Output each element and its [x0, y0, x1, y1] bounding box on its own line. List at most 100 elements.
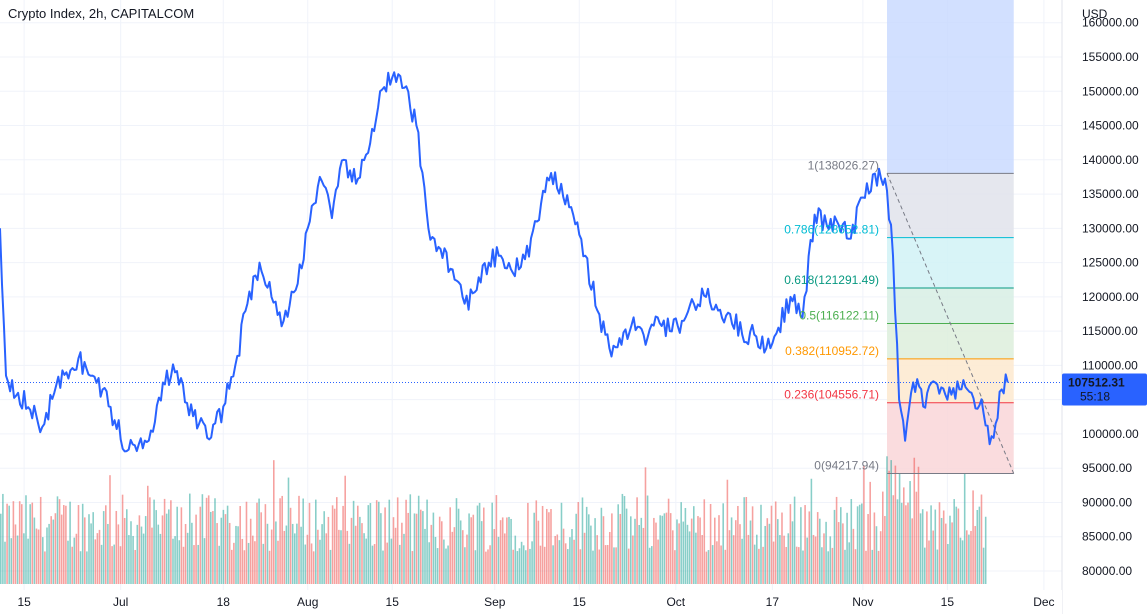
- volume-bar: [693, 506, 695, 584]
- volume-bar: [661, 515, 664, 584]
- volume-bar: [749, 520, 752, 584]
- volume-bar: [644, 467, 647, 584]
- volume-bar: [852, 528, 855, 584]
- volume-bar: [472, 514, 475, 584]
- volume-bar: [728, 530, 731, 584]
- volume-bar: [976, 510, 979, 584]
- fib-trend-line: [886, 173, 1015, 474]
- volume-bar: [50, 516, 52, 584]
- volume-bar: [312, 551, 315, 584]
- volume-bar: [207, 495, 210, 584]
- volume-bar: [132, 535, 134, 584]
- volume-bar: [361, 523, 363, 584]
- volume-bar: [634, 518, 636, 584]
- fib-lines[interactable]: [886, 172, 1015, 475]
- volume-bar: [516, 551, 519, 584]
- volume-bar: [203, 538, 206, 584]
- volume-bar: [621, 493, 624, 584]
- volume-bar: [974, 526, 976, 584]
- price-tick-label: 80000.00: [1082, 564, 1132, 578]
- volume-bar: [867, 514, 869, 584]
- volume-bar: [701, 535, 703, 584]
- bar-countdown: 55:18: [1080, 389, 1110, 403]
- fib-label-0.5: 0.5(116122.11): [799, 308, 879, 322]
- volume-bar: [464, 547, 466, 584]
- volume-bar: [417, 495, 420, 584]
- volume-bar: [310, 543, 313, 584]
- volume-bar: [487, 549, 489, 584]
- volume-bar: [308, 502, 311, 584]
- volume-bar: [321, 524, 323, 584]
- volume-bar: [254, 541, 256, 584]
- volume-bar: [812, 534, 815, 584]
- fib-zone-0.786: [887, 237, 1014, 289]
- volume-bar: [14, 524, 17, 584]
- volume-bar: [823, 533, 825, 584]
- time-tick-label: Sep: [484, 595, 506, 609]
- volume-bar: [79, 551, 82, 584]
- volume-bar: [709, 503, 712, 584]
- volume-bar: [69, 501, 71, 584]
- volume-bar: [816, 512, 819, 584]
- volume-bar: [938, 502, 941, 584]
- volume-bar: [567, 549, 569, 584]
- volume-bar: [35, 528, 38, 584]
- volume-bar: [606, 544, 609, 584]
- volume-bar: [455, 498, 458, 584]
- volume-bar: [31, 502, 34, 584]
- volume-bar: [115, 510, 118, 584]
- volume-bar: [315, 499, 317, 584]
- volume-bar: [426, 499, 428, 584]
- volume-bar: [653, 517, 655, 584]
- volume-bar: [529, 548, 531, 584]
- volume-bar: [663, 513, 666, 584]
- volume-bar: [651, 546, 653, 584]
- volume-bar: [594, 518, 596, 584]
- volume-bar: [795, 546, 798, 584]
- volume-bar: [602, 516, 605, 584]
- volume-bar: [789, 504, 792, 584]
- volume-bar: [949, 515, 951, 584]
- volume-bar: [340, 530, 342, 584]
- volume-bar: [627, 548, 630, 584]
- volume-bar: [180, 507, 183, 584]
- volume-bar: [434, 536, 437, 584]
- last-price-value: 107512.31: [1068, 375, 1125, 389]
- volume-bar: [199, 506, 202, 584]
- volume-bar: [659, 515, 661, 584]
- volume-bar: [573, 539, 575, 584]
- volume-bar: [210, 511, 212, 584]
- volume-bar: [531, 541, 533, 584]
- volume-bar: [837, 522, 840, 584]
- volume-bar: [193, 545, 195, 584]
- fib-label-0.382: 0.382(110952.72): [785, 344, 879, 358]
- volume-bar: [724, 549, 727, 584]
- volume-bar: [21, 504, 23, 584]
- volume-bar: [149, 497, 151, 584]
- volume-bar: [848, 542, 850, 584]
- time-axis[interactable]: 15 Jul 18 Aug 15 Sep 15 Oct 17 Nov 15 Dec: [0, 590, 1062, 614]
- volume-bar: [476, 505, 479, 584]
- volume-bar: [436, 548, 439, 584]
- price-tick-label: 140000.00: [1082, 153, 1139, 167]
- volume-bar: [827, 551, 829, 584]
- volume-bar: [16, 535, 19, 584]
- volume-bar: [237, 526, 239, 584]
- volume-bar: [963, 473, 966, 584]
- volume-bar: [722, 503, 724, 584]
- volume-bar: [785, 546, 787, 584]
- volume-bar: [903, 487, 905, 584]
- volume-bar: [632, 535, 634, 584]
- volume-bar: [176, 506, 178, 584]
- volume-bar: [380, 513, 382, 584]
- volume-bar: [468, 513, 470, 584]
- price-axis[interactable]: USD 80000.00 85000.00 90000.00 95000.00 10000…: [1061, 0, 1147, 614]
- volume-bar: [277, 540, 279, 584]
- fib-labels: 1(138026.27) 0.786(128652.81) 0.618(121291…: [784, 158, 879, 472]
- volume-bar: [58, 499, 61, 584]
- volume-bar: [157, 524, 160, 584]
- volume-bar: [793, 496, 796, 584]
- volume-bar: [247, 542, 250, 584]
- symbol-title[interactable]: Crypto Index, 2h, CAPITALCOM: [8, 6, 195, 21]
